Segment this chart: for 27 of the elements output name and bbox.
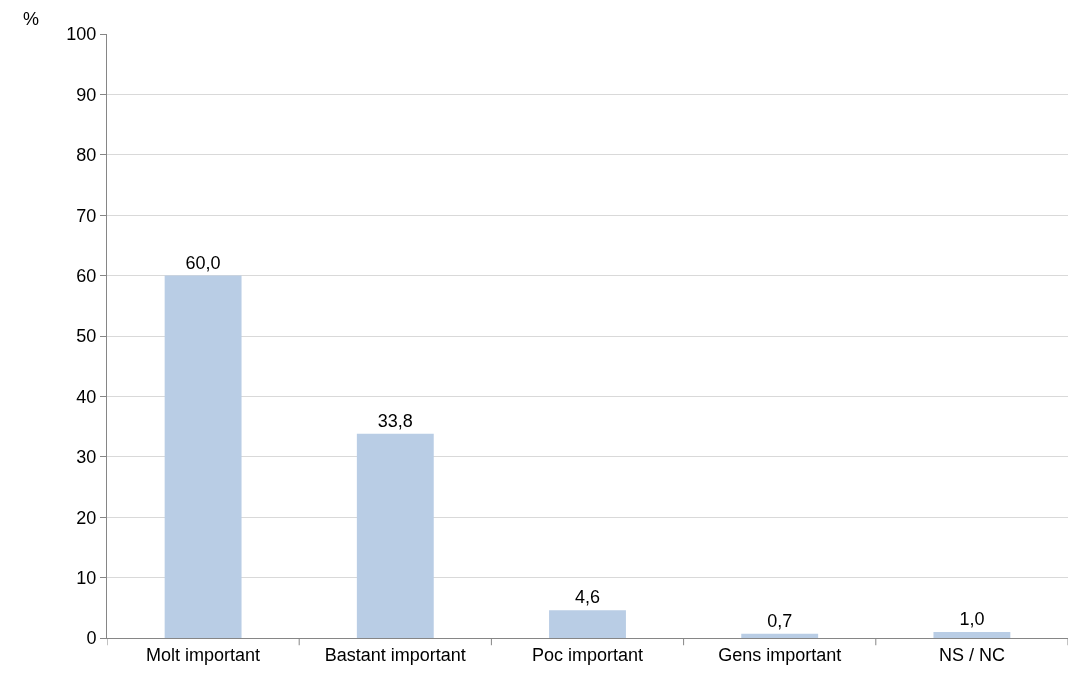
y-tick-label: 30 bbox=[76, 447, 97, 468]
y-axis-title: % bbox=[23, 9, 40, 29]
bar bbox=[741, 633, 819, 638]
y-tick-label: 80 bbox=[76, 145, 97, 166]
bar bbox=[549, 610, 626, 638]
bar bbox=[164, 275, 242, 638]
y-tick-label: 50 bbox=[76, 326, 97, 347]
y-tick-label: 10 bbox=[76, 567, 97, 588]
data-label: 0,7 bbox=[767, 610, 793, 631]
y-tick-label: 60 bbox=[76, 265, 97, 286]
bar bbox=[356, 433, 434, 638]
x-tick-label: Bastant important bbox=[324, 644, 466, 665]
data-label: 4,6 bbox=[574, 587, 601, 608]
y-tick-label: 100 bbox=[66, 24, 97, 45]
y-tick-label: 20 bbox=[76, 507, 97, 528]
y-tick-label: 0 bbox=[86, 628, 97, 649]
bar bbox=[933, 631, 1011, 638]
x-tick-label: Molt important bbox=[146, 644, 261, 665]
y-tick-label: 40 bbox=[76, 386, 97, 407]
x-tick-label: Poc important bbox=[531, 644, 644, 665]
y-tick-label: 90 bbox=[76, 84, 97, 105]
data-label: 33,8 bbox=[377, 410, 413, 431]
x-tick-label: NS / NC bbox=[938, 644, 1005, 665]
data-label: 60,0 bbox=[185, 252, 221, 273]
x-tick-label: Gens important bbox=[718, 644, 842, 665]
data-label: 1,0 bbox=[959, 608, 985, 629]
y-tick-label: 70 bbox=[76, 205, 97, 226]
